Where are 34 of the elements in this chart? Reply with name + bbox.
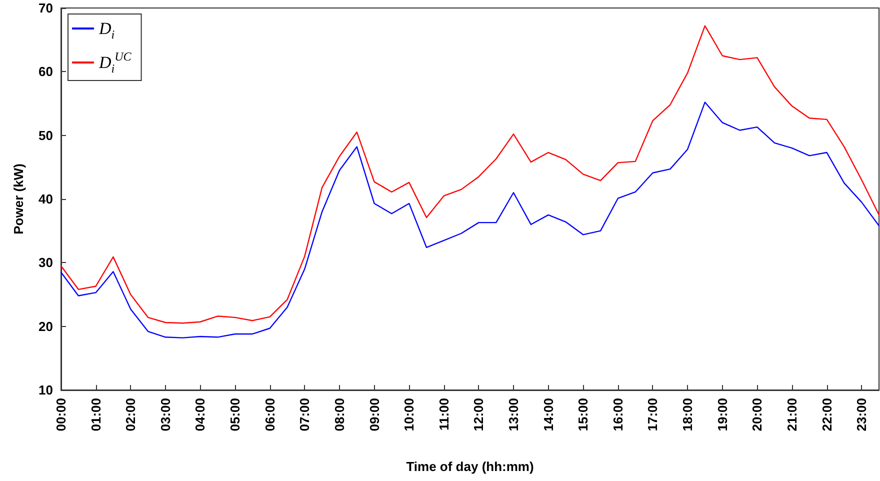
x-tick-label: 11:00 — [436, 398, 452, 431]
y-tick-label: 30 — [38, 255, 53, 270]
y-axis-title: Power (kW) — [11, 164, 26, 234]
x-tick-label: 16:00 — [610, 398, 626, 432]
x-tick-label: 18:00 — [680, 398, 696, 432]
x-tick-label: 01:00 — [88, 398, 104, 432]
x-tick-label: 04:00 — [192, 398, 208, 432]
x-tick-label: 23:00 — [854, 398, 870, 432]
y-tick-label: 60 — [38, 64, 53, 80]
y-tick-label: 40 — [38, 192, 53, 206]
x-tick-label: 14:00 — [540, 398, 556, 432]
x-tick-label: 03:00 — [158, 398, 173, 432]
x-axis-title: Time of day (hh:mm) — [406, 459, 534, 474]
y-tick-label: 50 — [38, 128, 53, 143]
x-tick-label: 07:00 — [297, 398, 312, 432]
y-tick-label: 10 — [38, 382, 53, 398]
x-tick-label: 12:00 — [471, 398, 486, 432]
x-tick-label: 19:00 — [714, 398, 730, 432]
x-tick-label: 21:00 — [784, 398, 800, 432]
line-series — [60, 102, 880, 338]
x-tick-label: 06:00 — [262, 398, 278, 432]
x-tick-label: 10:00 — [402, 398, 417, 432]
x-tick-label: 05:00 — [228, 398, 243, 432]
x-tick-label: 15:00 — [576, 398, 591, 432]
x-tick-label: 13:00 — [506, 398, 522, 432]
y-tick-label: 20 — [38, 318, 53, 334]
x-tick-label: 17:00 — [645, 398, 660, 432]
y-tick-label: 70 — [38, 0, 53, 16]
x-tick-label: 08:00 — [332, 398, 347, 432]
x-tick-label: 09:00 — [366, 398, 382, 432]
x-tick-label: 20:00 — [750, 398, 765, 432]
x-tick-label: 02:00 — [123, 398, 138, 432]
x-tick-label: 00:00 — [54, 398, 68, 432]
x-tick-label: 22:00 — [819, 398, 834, 432]
